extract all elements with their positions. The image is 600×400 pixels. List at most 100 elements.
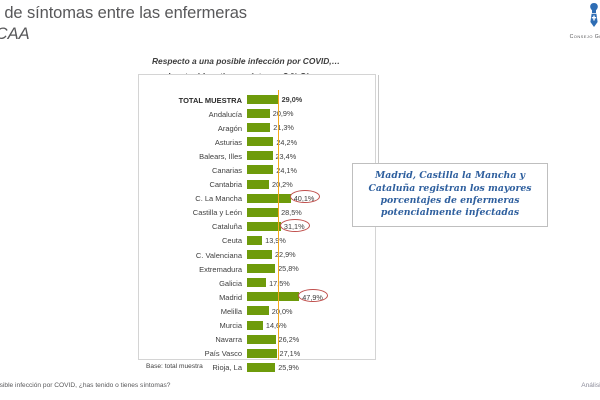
bar bbox=[247, 109, 270, 119]
bar-track: 24,2% bbox=[247, 135, 375, 149]
bar-value-label: 24,2% bbox=[276, 137, 298, 147]
bar-value-label: 29,0% bbox=[281, 95, 303, 105]
bar bbox=[247, 362, 276, 372]
footer-question: a una posible infección por COVID, ¿has … bbox=[0, 382, 171, 389]
bar-row: Castilla y León 28,5% bbox=[139, 206, 375, 220]
bar bbox=[247, 95, 279, 104]
bar-track: 20,2% bbox=[247, 178, 375, 192]
bar-row: Aragón 21,3% bbox=[139, 121, 375, 135]
bar-value-label: 31,1% bbox=[283, 222, 305, 232]
bar-row-label: TOTAL MUESTRA bbox=[178, 95, 242, 105]
logo-text: Consejo General bbox=[569, 34, 600, 40]
bar-row-label: Asturias bbox=[214, 137, 242, 147]
bar bbox=[247, 179, 270, 189]
bar-row: Extremadura 25,8% bbox=[139, 262, 375, 276]
bar-row: Galicia 17,5% bbox=[139, 276, 375, 290]
chart-base-note: Base: total muestra bbox=[146, 363, 203, 370]
bar-track: 21,3% bbox=[247, 121, 375, 135]
bar-row: Rioja, La 25,9% bbox=[139, 361, 375, 375]
bar-value-label: 40,1% bbox=[293, 193, 315, 203]
bar-row-label: C. Valenciana bbox=[195, 250, 242, 260]
bar-track: 28,5% bbox=[247, 206, 375, 220]
bar-track: 23,4% bbox=[247, 149, 375, 163]
bar-value-label: 25,9% bbox=[278, 363, 299, 373]
bar bbox=[247, 137, 274, 147]
bar-value-label: 24,1% bbox=[276, 165, 297, 175]
callout-box: Madrid, Castilla la Mancha y Cataluña re… bbox=[352, 163, 548, 227]
bar bbox=[247, 235, 263, 245]
bar-value-label: 13,9% bbox=[265, 236, 286, 246]
bar-value-label: 20,0% bbox=[271, 306, 293, 316]
bar-row-label: Murcia bbox=[219, 321, 242, 331]
bar-track: 27,1% bbox=[247, 347, 375, 361]
bar bbox=[247, 278, 267, 288]
bar-row-label: Extremadura bbox=[199, 264, 242, 274]
bar bbox=[247, 334, 276, 344]
bar bbox=[247, 348, 277, 358]
bar-row: C. La Mancha 40,1% bbox=[139, 190, 375, 206]
bar-row-label: Madrid bbox=[219, 292, 242, 302]
bar-value-label: 21,3% bbox=[273, 123, 294, 133]
bar bbox=[247, 207, 279, 217]
bar-row: País Vasco 27,1% bbox=[139, 347, 375, 361]
bar-row-label: C. La Mancha bbox=[195, 194, 242, 204]
bar-row-label: Castilla y León bbox=[192, 208, 242, 218]
bar-row: Cataluña 31,1% bbox=[139, 218, 375, 234]
bar-row: Andalucía 20,9% bbox=[139, 107, 375, 121]
bar-track: 24,1% bbox=[247, 163, 375, 177]
bar-row: Ceuta 13,9% bbox=[139, 234, 375, 248]
bar-track: 22,9% bbox=[247, 248, 375, 262]
bar-track: 29,0% bbox=[247, 93, 375, 107]
bar-row: Canarias 24,1% bbox=[139, 163, 375, 177]
bar-row: Balears, Illes 23,4% bbox=[139, 149, 375, 163]
bar-value-label: 28,5% bbox=[281, 208, 302, 218]
bar-value-label: 17,5% bbox=[269, 278, 290, 288]
bar-track: 47,9% bbox=[247, 289, 375, 304]
bar-row: Madrid 47,9% bbox=[139, 289, 375, 304]
bar-track: 14,6% bbox=[247, 319, 375, 333]
bar-row-label: Galicia bbox=[219, 278, 242, 288]
bar-value-label: 47,9% bbox=[302, 292, 323, 302]
bar-value-label: 25,8% bbox=[278, 264, 299, 274]
bar-value-label: 22,9% bbox=[274, 250, 296, 260]
chart-panel: TOTAL MUESTRA 29,0% Andalucía 20,9% Aragón 21… bbox=[138, 74, 376, 372]
bar-value-label: 14,6% bbox=[265, 320, 287, 330]
bar-row-label: Ceuta bbox=[221, 236, 242, 246]
bar-track: 20,9% bbox=[247, 107, 375, 121]
bar-value-label: 26,2% bbox=[278, 334, 300, 344]
bar-row-label: Melilla bbox=[220, 306, 242, 316]
bar-row-label: Balears, Illes bbox=[199, 151, 242, 161]
bar bbox=[247, 306, 269, 316]
bar-row: Asturias 24,2% bbox=[139, 135, 375, 149]
bar-row-label: Aragón bbox=[217, 123, 242, 133]
callout-text: Madrid, Castilla la Mancha y Cataluña re… bbox=[368, 170, 532, 219]
bar-row: C. Valenciana 22,9% bbox=[139, 248, 375, 262]
bar bbox=[247, 250, 272, 260]
bar-track: 13,9% bbox=[247, 234, 375, 248]
bar bbox=[247, 151, 273, 161]
bar-row: Murcia 14,6% bbox=[139, 319, 375, 333]
bar-value-label: 27,1% bbox=[279, 348, 301, 358]
bar-track: 25,9% bbox=[247, 361, 375, 375]
bar-row-label: Rioja, La bbox=[212, 363, 242, 373]
page-subtitle: n CCAA bbox=[0, 25, 30, 43]
page-title: ncia de síntomas entre las enfermeras bbox=[0, 4, 247, 22]
bar bbox=[247, 292, 300, 302]
bar-value-label: 20,2% bbox=[272, 179, 293, 189]
bar-track: 20,0% bbox=[247, 304, 375, 318]
bar-row-label: Cataluña bbox=[211, 222, 242, 232]
bar-row: TOTAL MUESTRA 29,0% bbox=[139, 93, 375, 107]
bar-value-label: 20,9% bbox=[272, 109, 294, 119]
bar bbox=[247, 193, 291, 203]
callout-connector-line bbox=[378, 75, 379, 164]
bar-value-label: 23,4% bbox=[275, 151, 297, 161]
total-reference-line bbox=[277, 90, 280, 360]
bar-row: Melilla 20,0% bbox=[139, 304, 375, 318]
bar-track: 26,2% bbox=[247, 333, 375, 347]
bar-row-label: Canarias bbox=[211, 166, 242, 176]
bar-track: 17,5% bbox=[247, 276, 375, 290]
bar bbox=[247, 221, 281, 231]
bar-row: Cantabria 20,2% bbox=[139, 178, 375, 192]
bar-row-label: Andalucía bbox=[208, 109, 242, 119]
footer-source: Análisis e Investig bbox=[581, 382, 600, 389]
